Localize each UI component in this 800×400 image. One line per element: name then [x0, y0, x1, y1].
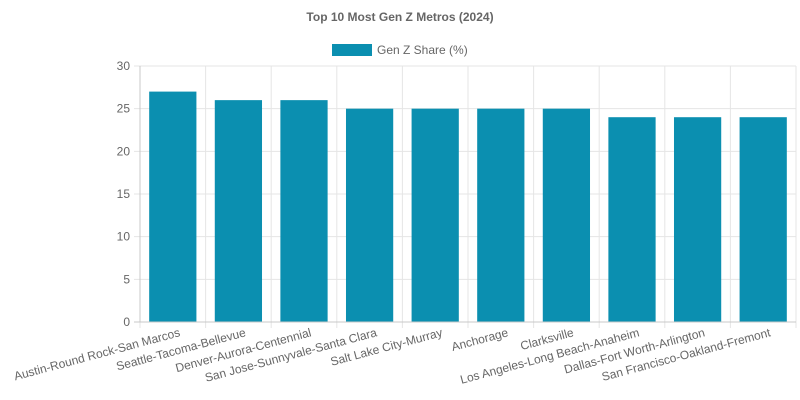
x-tick-label: Anchorage	[450, 325, 510, 354]
y-tick-label: 5	[123, 272, 130, 286]
chart-title: Top 10 Most Gen Z Metros (2024)	[306, 10, 493, 24]
axes	[134, 66, 796, 323]
legend-label: Gen Z Share (%)	[377, 43, 468, 57]
bar[interactable]	[739, 117, 787, 322]
legend-swatch	[332, 44, 372, 56]
bar[interactable]	[542, 108, 591, 323]
bar[interactable]	[673, 117, 722, 322]
y-tick-label: 0	[123, 315, 130, 329]
bar[interactable]	[214, 100, 263, 322]
bar[interactable]	[280, 100, 328, 322]
y-tick-label: 30	[117, 59, 131, 73]
bar[interactable]	[608, 117, 656, 322]
bar[interactable]	[411, 108, 459, 323]
bar[interactable]	[345, 108, 394, 323]
bar[interactable]	[149, 91, 197, 322]
y-tick-label: 10	[117, 230, 131, 244]
bar[interactable]	[477, 108, 525, 323]
y-tick-label: 20	[117, 144, 131, 158]
legend[interactable]: Gen Z Share (%)	[332, 43, 468, 57]
y-tick-label: 25	[117, 102, 131, 116]
y-axis-ticks: 0 5 10 15 20 25 30	[117, 59, 131, 329]
y-tick-label: 15	[117, 187, 131, 201]
bars	[149, 91, 787, 323]
x-axis-ticks: Austin-Round Rock-San MarcosSeattle-Taco…	[12, 325, 772, 387]
